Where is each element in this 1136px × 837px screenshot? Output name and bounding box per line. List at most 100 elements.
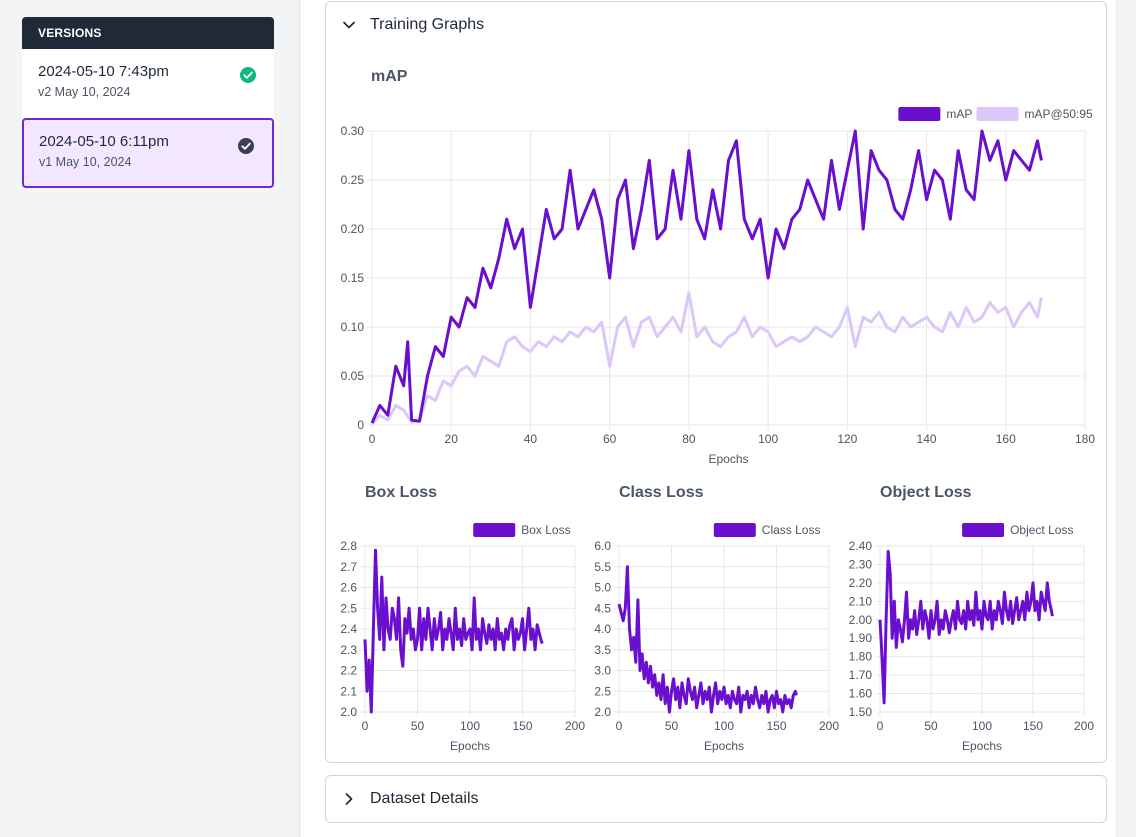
- x-tick-label: 60: [603, 432, 617, 446]
- y-tick-label: 2.5: [594, 684, 611, 698]
- check-circle-icon: [240, 67, 256, 83]
- map-chart-title: mAP: [371, 68, 407, 86]
- y-tick-label: 2.3: [340, 643, 357, 657]
- y-tick-label: 4.0: [594, 622, 611, 636]
- series-line: [372, 131, 1041, 423]
- version-title: 2024-05-10 7:43pm: [38, 63, 258, 80]
- legend-label: Box Loss: [521, 523, 570, 537]
- y-tick-label: 2.30: [849, 557, 873, 571]
- object-loss-chart-title: Object Loss: [880, 484, 972, 502]
- panel-title: Dataset Details: [370, 790, 479, 808]
- chevron-right-icon: [342, 792, 356, 806]
- y-tick-label: 3.0: [594, 664, 611, 678]
- legend-label: mAP@50:95: [1025, 107, 1094, 121]
- x-tick-label: 200: [1074, 719, 1094, 733]
- x-tick-label: 0: [877, 719, 884, 733]
- x-tick-label: 0: [369, 432, 376, 446]
- y-tick-label: 0.25: [341, 173, 365, 187]
- y-tick-label: 0.15: [341, 271, 365, 285]
- x-axis-label: Epochs: [708, 452, 748, 466]
- versions-header: VERSIONS: [22, 17, 274, 49]
- x-axis-label: Epochs: [704, 739, 744, 753]
- y-tick-label: 2.7: [340, 560, 357, 574]
- y-tick-label: 5.5: [594, 560, 611, 574]
- x-tick-label: 0: [616, 719, 623, 733]
- scrollbar-track[interactable]: [1116, 0, 1136, 837]
- y-tick-label: 2.5: [340, 601, 357, 615]
- x-tick-label: 50: [924, 719, 938, 733]
- y-tick-label: 2.2: [340, 664, 357, 678]
- x-tick-label: 100: [972, 719, 992, 733]
- chevron-down-icon: [342, 18, 356, 32]
- y-tick-label: 2.40: [849, 539, 873, 553]
- dataset-details-panel: Dataset Details: [325, 775, 1107, 823]
- check-circle-icon: [238, 138, 254, 154]
- y-tick-label: 2.20: [849, 576, 873, 590]
- y-tick-label: 2.8: [340, 539, 357, 553]
- class-loss-chart: 2.0 2.5 3.0 3.5 4.0 4.5 5.0 5.5 6.0 0 50 100 150 200 E…: [581, 512, 843, 762]
- y-tick-label: 1.50: [849, 705, 873, 719]
- y-tick-label: 2.10: [849, 594, 873, 608]
- legend-swatch: [962, 523, 1004, 537]
- x-tick-label: 180: [1075, 432, 1095, 446]
- series-line: [365, 550, 542, 712]
- y-tick-label: 0.05: [341, 369, 365, 383]
- x-tick-label: 120: [837, 432, 857, 446]
- version-item-v2[interactable]: 2024-05-10 7:43pm v2 May 10, 2024: [22, 49, 274, 118]
- x-tick-label: 150: [766, 719, 786, 733]
- legend-label: mAP: [946, 107, 972, 121]
- x-axis-label: Epochs: [962, 739, 1002, 753]
- y-tick-label: 2.1: [340, 684, 357, 698]
- series-line: [880, 552, 1052, 703]
- x-tick-label: 20: [445, 432, 459, 446]
- y-tick-label: 3.5: [594, 643, 611, 657]
- series-line: [619, 567, 796, 712]
- x-tick-label: 100: [460, 719, 480, 733]
- x-tick-label: 100: [714, 719, 734, 733]
- legend-label: Class Loss: [762, 523, 821, 537]
- y-tick-label: 2.6: [340, 581, 357, 595]
- y-tick-label: 2.4: [340, 622, 357, 636]
- y-tick-label: 2.00: [849, 613, 873, 627]
- x-tick-label: 0: [362, 719, 369, 733]
- object-loss-chart: 1.501.601.701.801.902.002.102.202.302.40…: [836, 512, 1106, 762]
- versions-list: VERSIONS 2024-05-10 7:43pm v2 May 10, 20…: [22, 17, 274, 188]
- x-tick-label: 150: [512, 719, 532, 733]
- x-tick-label: 100: [758, 432, 778, 446]
- version-subtitle: v1 May 10, 2024: [39, 155, 257, 169]
- legend-swatch: [898, 107, 940, 121]
- legend-swatch: [714, 523, 756, 537]
- version-item-v1[interactable]: 2024-05-10 6:11pm v1 May 10, 2024: [22, 118, 274, 188]
- x-tick-label: 160: [996, 432, 1016, 446]
- version-title: 2024-05-10 6:11pm: [39, 133, 257, 150]
- box-loss-chart: 2.0 2.1 2.2 2.3 2.4 2.5 2.6 2.7 2.8 0 50 100 150 200 E…: [326, 512, 588, 762]
- y-tick-label: 0.30: [341, 124, 365, 138]
- y-tick-label: 2.0: [594, 705, 611, 719]
- y-tick-label: 1.90: [849, 631, 873, 645]
- version-subtitle: v2 May 10, 2024: [38, 85, 258, 99]
- dataset-details-toggle[interactable]: Dataset Details: [342, 790, 479, 808]
- panel-title: Training Graphs: [370, 16, 484, 34]
- training-graphs-toggle[interactable]: Training Graphs: [342, 16, 484, 34]
- map-chart: 0 0.05 0.10 0.15 0.20 0.25 0.30 0 20 40 60 80 100 120…: [326, 97, 1106, 477]
- y-tick-label: 0.20: [341, 222, 365, 236]
- y-tick-label: 1.80: [849, 650, 873, 664]
- series-line: [372, 293, 1041, 424]
- class-loss-chart-title: Class Loss: [619, 484, 703, 502]
- legend-swatch: [473, 523, 515, 537]
- x-tick-label: 50: [665, 719, 679, 733]
- x-tick-label: 150: [1023, 719, 1043, 733]
- y-tick-label: 0: [357, 418, 364, 432]
- y-tick-label: 0.10: [341, 320, 365, 334]
- y-tick-label: 2.0: [340, 705, 357, 719]
- y-tick-label: 1.70: [849, 668, 873, 682]
- x-tick-label: 80: [682, 432, 696, 446]
- y-tick-label: 5.0: [594, 581, 611, 595]
- legend-label: Object Loss: [1010, 523, 1073, 537]
- legend-swatch: [977, 107, 1019, 121]
- training-graphs-panel: Training Graphs mAP 0 0.05 0.10 0.15 0.20 0.2…: [325, 1, 1107, 763]
- x-tick-label: 50: [411, 719, 425, 733]
- x-tick-label: 40: [524, 432, 538, 446]
- x-tick-label: 140: [917, 432, 937, 446]
- x-axis-label: Epochs: [450, 739, 490, 753]
